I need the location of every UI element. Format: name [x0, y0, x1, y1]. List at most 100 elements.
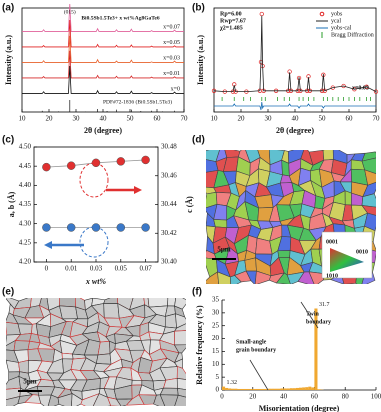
grain	[175, 313, 186, 329]
peak-label: (015)	[64, 8, 76, 15]
bar	[274, 388, 278, 390]
y-tick-label: 4.20	[19, 258, 32, 266]
bar	[258, 388, 263, 390]
scale-bar	[18, 390, 42, 392]
observed-point	[259, 11, 264, 17]
grain	[206, 271, 219, 284]
bar	[317, 389, 321, 390]
annotation: boundary	[306, 319, 331, 325]
bar	[255, 388, 259, 390]
annotation: Rp=6.00	[220, 11, 242, 17]
bar	[271, 388, 275, 390]
bar	[314, 308, 318, 390]
annotation: grain boundary	[236, 347, 276, 353]
x-tick-label: 70	[373, 115, 381, 123]
x-tick-label: 30	[73, 115, 81, 123]
bar	[228, 388, 232, 390]
xrd-pattern	[22, 35, 184, 63]
y-axis-label: Intensity (a.u.)	[4, 35, 13, 85]
y-tick-label: 35	[212, 296, 220, 304]
y-tick-label: 30.42	[161, 229, 177, 237]
data-point	[141, 223, 150, 232]
grain	[18, 359, 29, 374]
x-axis-label: x wt%	[85, 277, 107, 286]
y-tick-label: 20	[212, 334, 220, 342]
bar	[225, 387, 229, 390]
grain	[59, 298, 76, 308]
series-label: x=0	[171, 86, 180, 92]
bar	[249, 388, 253, 390]
data-point	[141, 155, 150, 165]
data-point	[116, 157, 126, 166]
x-tick-label: 10	[211, 115, 219, 123]
x-tick-label: 60	[346, 115, 354, 123]
annotation: Twin	[306, 311, 320, 317]
annotation: x=0.03	[352, 85, 369, 91]
pointer	[249, 359, 269, 391]
series-label: x=0.01	[163, 71, 180, 77]
bar	[246, 388, 250, 390]
grain	[107, 396, 122, 406]
bar	[305, 387, 309, 390]
ipf-legend	[330, 248, 364, 272]
reference-label: PDF#72-1836 (Bi0.5Sb1.5Te3)	[103, 98, 172, 105]
bar	[240, 388, 244, 390]
legend-marker	[319, 11, 325, 17]
legend-label: Bragg Diffraction	[331, 31, 374, 38]
y-tick-label: 30.40	[161, 258, 177, 266]
grain	[176, 366, 186, 380]
grain	[213, 219, 228, 228]
annotation: Rwp=7.67	[220, 18, 246, 24]
grain	[38, 394, 52, 406]
grain	[361, 157, 376, 174]
x-tick-label: 40	[100, 115, 108, 123]
y-tick-label: 5	[216, 373, 220, 381]
x-tick-label: 60	[311, 393, 319, 401]
legend-label: 0010	[356, 249, 368, 255]
xrd-pattern	[22, 50, 184, 79]
x-axis-label: 2θ (degree)	[276, 126, 314, 135]
data-label: 1.32	[227, 380, 238, 386]
panel-label: (f)	[192, 287, 202, 298]
bar	[243, 388, 247, 390]
x-tick-label: 100	[371, 393, 381, 401]
grain	[277, 250, 291, 258]
x-tick-label: 70	[181, 115, 189, 123]
bar	[308, 386, 312, 390]
x-tick-label: 20	[238, 115, 246, 123]
grain	[174, 330, 186, 346]
chart-title: Bi0.5Sb1.5Te3+ x wt%Ag8GaTe6	[81, 15, 159, 21]
x-tick-label: 80	[342, 393, 350, 401]
grain	[176, 378, 186, 390]
annotation: χ2=1.485	[219, 25, 243, 31]
y-axis-label: Intensity (a.u.)	[196, 35, 205, 85]
y-tick-label: 4.35	[19, 200, 32, 208]
pointer	[300, 301, 319, 329]
data-point	[42, 223, 51, 232]
x-tick-label: 0.07	[139, 265, 152, 273]
panel-label: (c)	[2, 135, 14, 146]
y-tick-label: 15	[212, 347, 220, 355]
grain	[159, 394, 179, 406]
data-point	[42, 162, 51, 172]
plot-frame	[21, 7, 185, 113]
bar	[234, 388, 238, 390]
bar	[283, 388, 287, 390]
arrowhead	[134, 186, 142, 194]
y-axis-label: a, b (Å)	[7, 191, 16, 217]
series-label: x=0.07	[163, 24, 180, 30]
grain	[361, 205, 376, 216]
grain	[17, 323, 33, 335]
grain	[159, 387, 179, 396]
grain	[6, 360, 21, 373]
data-point	[116, 223, 126, 232]
grain	[322, 150, 334, 161]
bar	[280, 388, 284, 390]
panel-label: (b)	[192, 3, 205, 14]
y-tick-label: 30	[212, 308, 220, 316]
grain	[95, 353, 112, 365]
grain	[103, 303, 120, 319]
y-tick-label: 4.25	[19, 238, 32, 246]
y-tick-label: 4.40	[19, 181, 32, 189]
